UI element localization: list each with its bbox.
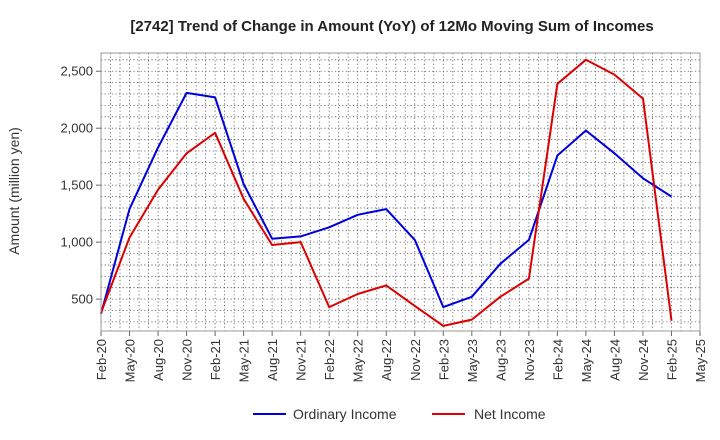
x-tick-label: Nov-23 bbox=[522, 339, 537, 381]
x-tick-label: Aug-23 bbox=[493, 339, 508, 381]
legend-label-net-income: Net Income bbox=[474, 406, 546, 422]
y-tick-label: 500 bbox=[71, 292, 93, 307]
legend-label-ordinary-income: Ordinary Income bbox=[293, 406, 397, 422]
y-tick-label: 1,500 bbox=[60, 178, 93, 193]
x-tick-label: Nov-22 bbox=[408, 339, 423, 381]
x-tick-label: May-24 bbox=[579, 339, 594, 382]
y-tick-label: 2,500 bbox=[60, 64, 93, 79]
x-tick-label: May-23 bbox=[465, 339, 480, 382]
y-tick-label: 1,000 bbox=[60, 235, 93, 250]
x-tick-label: Aug-22 bbox=[379, 339, 394, 381]
x-tick-label: Nov-24 bbox=[636, 339, 651, 381]
x-tick-label: Nov-21 bbox=[294, 339, 309, 381]
x-tick-label: Aug-21 bbox=[265, 339, 280, 381]
x-tick-label: Feb-22 bbox=[322, 339, 337, 380]
series-line-ordinary-income bbox=[100, 91, 673, 315]
x-tick-label: Feb-23 bbox=[436, 339, 451, 380]
series-line-net-income bbox=[100, 58, 673, 327]
x-tick-label: Feb-21 bbox=[208, 339, 223, 380]
x-tick-label: May-20 bbox=[123, 339, 138, 382]
x-tick-label: Nov-20 bbox=[180, 339, 195, 381]
x-tick-label: Aug-20 bbox=[151, 339, 166, 381]
x-tick-label: Aug-24 bbox=[607, 339, 622, 381]
y-axis-label: Amount (million yen) bbox=[6, 127, 22, 255]
plot-frame bbox=[100, 52, 701, 332]
chart-title: [2742] Trend of Change in Amount (YoY) o… bbox=[130, 18, 653, 35]
series-lines bbox=[100, 58, 673, 327]
y-tick-label: 2,000 bbox=[60, 121, 93, 136]
x-axis-ticks: Feb-20 May-20 Aug-20 Nov-20 Feb-21 May-21 Aug-… bbox=[94, 331, 708, 382]
x-tick-label: May-22 bbox=[351, 339, 366, 382]
legend: Ordinary Income Net Income bbox=[253, 406, 546, 422]
x-tick-label: May-21 bbox=[237, 339, 252, 382]
x-tick-label: Feb-20 bbox=[94, 339, 109, 380]
y-axis-ticks: 500 1,000 1,500 2,000 2,500 bbox=[60, 64, 101, 307]
x-tick-label: May-25 bbox=[693, 339, 708, 382]
x-tick-label: Feb-24 bbox=[550, 339, 565, 380]
plot-grid bbox=[101, 53, 700, 331]
x-tick-label: Feb-25 bbox=[664, 339, 679, 380]
